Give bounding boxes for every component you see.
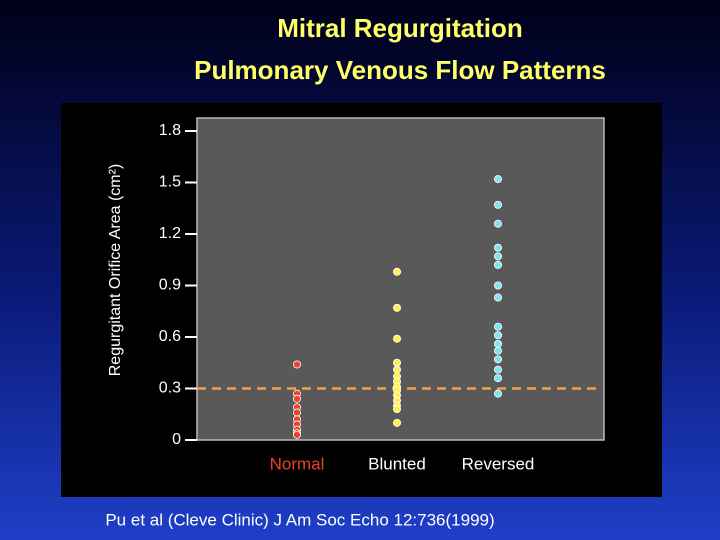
data-point <box>493 322 502 331</box>
data-point <box>493 219 502 228</box>
y-tick-label: 0.6 <box>159 328 181 345</box>
data-point <box>392 334 401 343</box>
data-point <box>392 418 401 427</box>
y-tick-label: 0 <box>172 431 181 448</box>
data-point <box>392 303 401 312</box>
data-point <box>493 293 502 302</box>
plot: 0 0.3 0.6 0.9 1.2 1.5 1.8 Normal Blunted Reversed <box>159 122 596 473</box>
y-tick-label: 0.3 <box>159 380 181 397</box>
data-point <box>493 374 502 383</box>
data-point <box>493 339 502 348</box>
data-point <box>392 358 401 367</box>
data-point <box>493 389 502 398</box>
y-tick-label: 1.5 <box>159 174 181 191</box>
data-point <box>292 394 301 403</box>
data-point <box>493 355 502 364</box>
data-point <box>493 346 502 355</box>
y-axis-label: Regurgitant Orifice Area (cm²) <box>107 164 124 377</box>
data-point <box>493 331 502 340</box>
data-point <box>292 360 301 369</box>
data-point <box>292 430 301 439</box>
x-tick-label: Reversed <box>462 454 535 473</box>
data-point <box>493 252 502 261</box>
data-point <box>392 405 401 414</box>
data-point <box>392 267 401 276</box>
y-tick-label: 0.9 <box>159 277 181 294</box>
y-tick-label: 1.8 <box>159 122 181 139</box>
x-tick-label: Blunted <box>368 454 426 473</box>
data-point <box>493 365 502 374</box>
x-tick-label: Normal <box>270 454 325 473</box>
footnote: Pu et al (Cleve Clinic) J Am Soc Echo 12… <box>105 510 494 529</box>
data-point <box>392 365 401 374</box>
data-point <box>493 175 502 184</box>
data-point <box>493 200 502 209</box>
title-line: Pulmonary Venous Flow Patterns <box>194 55 606 85</box>
data-point <box>493 281 502 290</box>
data-point <box>493 243 502 252</box>
data-point <box>493 260 502 269</box>
title-line: Mitral Regurgitation <box>277 13 523 43</box>
data-point <box>292 408 301 417</box>
y-tick-label: 1.2 <box>159 225 181 242</box>
